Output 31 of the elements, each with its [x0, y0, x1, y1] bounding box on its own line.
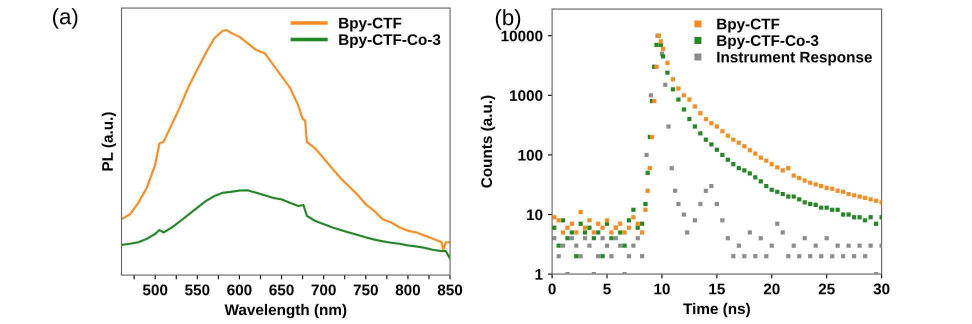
y-tick-label: 1	[536, 269, 543, 280]
text: (a)	[53, 8, 78, 29]
y-axis-title: PL (a.u.)	[102, 112, 116, 171]
x-tick-label: 750	[354, 284, 378, 296]
x-tick-label: 30	[873, 284, 890, 294]
legend-label: Bpy-CTF-Co-3	[717, 35, 818, 50]
y-tick-label: 1000	[510, 90, 542, 102]
x-tick-label: 650	[269, 284, 294, 296]
x-tick-label: 5	[603, 284, 611, 294]
legend-label: Instrument Response	[717, 52, 872, 66]
x-tick-label: 800	[396, 284, 420, 296]
x-tick-label: 600	[227, 284, 252, 296]
x-tick-label: 0	[548, 284, 556, 294]
x-tick-label: 550	[185, 284, 210, 296]
x-tick-label: 700	[312, 284, 336, 296]
x-tick-label: 850	[438, 284, 462, 296]
x-tick-label: 25	[818, 284, 835, 294]
y-tick-label: 100	[518, 150, 542, 161]
y-tick-label: 10000	[502, 30, 542, 42]
text: (b)	[496, 9, 520, 30]
legend-label: Bpy-CTF-Co-3	[339, 34, 440, 48]
y-tick-label: 10	[527, 209, 542, 220]
x-tick-label: 15	[709, 284, 725, 294]
x-tick-label: 500	[142, 284, 168, 296]
legend-label: Bpy-CTF	[339, 18, 402, 32]
x-axis-title: Wavelength (nm)	[224, 304, 346, 318]
y-axis-title: Counts (a.u.)	[480, 96, 496, 188]
legend-label: Bpy-CTF	[717, 18, 780, 32]
x-axis-title: Time (ns)	[683, 302, 750, 318]
x-tick-label: 10	[654, 284, 670, 294]
x-tick-label: 20	[764, 284, 780, 294]
